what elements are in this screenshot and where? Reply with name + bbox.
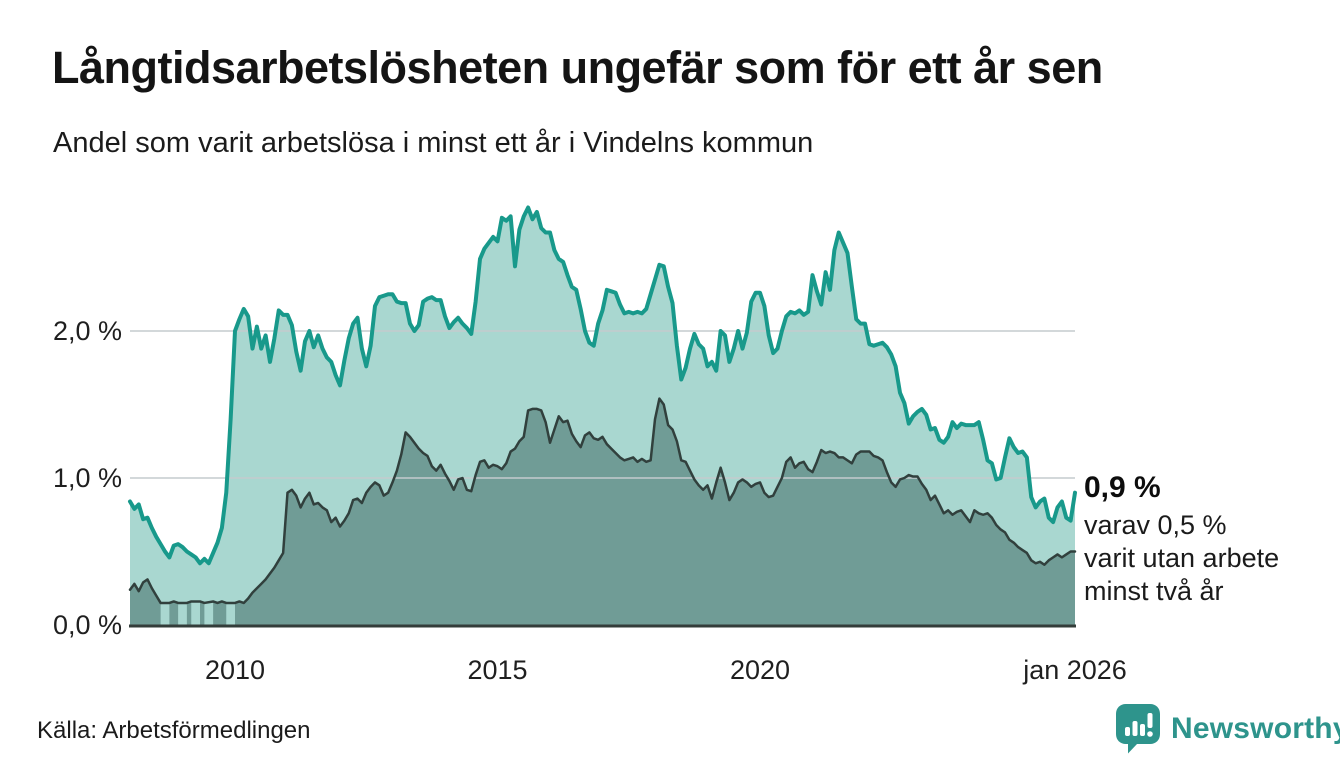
newsworthy-icon <box>1116 704 1160 754</box>
annotation-line: minst två år <box>1084 576 1224 606</box>
x-axis-tick-label: 2015 <box>467 655 528 685</box>
y-axis-tick-label: 1,0 % <box>52 463 122 493</box>
x-axis-tick-label: 2020 <box>729 655 791 685</box>
x-axis-tick-label: 2010 <box>204 655 266 685</box>
series-one-year-line <box>128 205 1077 566</box>
x-axis-tick-label: jan 2026 <box>1023 655 1127 685</box>
source-note: Källa: Arbetsförmedlingen <box>37 717 311 744</box>
newsworthy-logo-text: Newsworthy <box>1171 712 1340 745</box>
series-two-year-line <box>128 397 1077 605</box>
page-title: Långtidsarbetslösheten ungefär som för e… <box>52 42 1103 93</box>
latest-value-label: 0,9 % <box>1084 471 1161 504</box>
y-axis-tick-label: 2,0 % <box>52 316 122 346</box>
page-subtitle: Andel som varit arbetslösa i minst ett å… <box>53 127 814 159</box>
annotation-line: varit utan arbete <box>1084 543 1280 573</box>
annotation-line: varav 0,5 % <box>1084 510 1227 540</box>
series-two-year-area <box>130 398 1075 625</box>
latest-value-annotation: 0,9 % varav 0,5 % varit utan arbete mins… <box>1084 471 1324 608</box>
newsworthy-logo[interactable]: Newsworthy <box>1115 703 1340 755</box>
y-axis-tick-label: 0,0 % <box>52 610 122 640</box>
